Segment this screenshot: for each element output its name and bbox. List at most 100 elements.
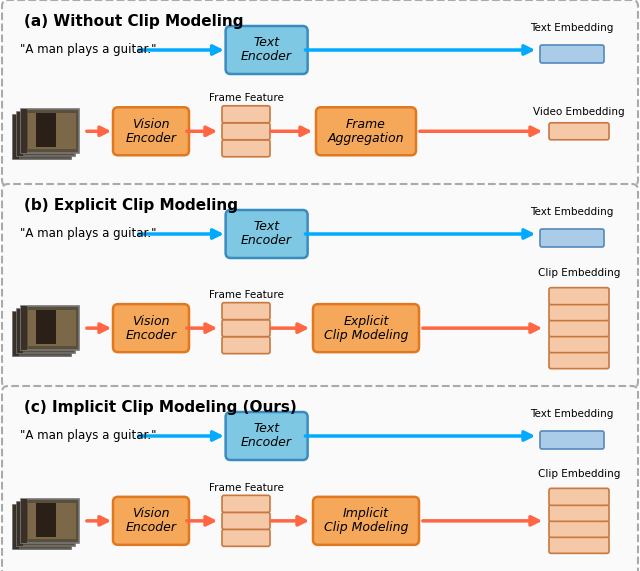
- FancyBboxPatch shape: [17, 502, 75, 546]
- FancyBboxPatch shape: [313, 497, 419, 545]
- FancyBboxPatch shape: [32, 506, 52, 540]
- FancyBboxPatch shape: [549, 520, 609, 537]
- FancyBboxPatch shape: [540, 45, 604, 63]
- FancyBboxPatch shape: [549, 304, 609, 321]
- Text: Explicit: Explicit: [343, 315, 388, 328]
- FancyBboxPatch shape: [32, 313, 52, 347]
- Text: Frame Feature: Frame Feature: [209, 483, 284, 493]
- FancyBboxPatch shape: [17, 112, 23, 156]
- FancyBboxPatch shape: [28, 310, 76, 346]
- FancyBboxPatch shape: [17, 309, 75, 353]
- FancyBboxPatch shape: [17, 309, 23, 353]
- FancyBboxPatch shape: [222, 106, 270, 123]
- FancyBboxPatch shape: [21, 306, 79, 350]
- Text: Vision: Vision: [132, 315, 170, 328]
- FancyBboxPatch shape: [36, 113, 56, 147]
- FancyBboxPatch shape: [21, 306, 27, 350]
- Text: Encoder: Encoder: [241, 436, 292, 449]
- FancyBboxPatch shape: [21, 109, 79, 153]
- Text: "A man plays a guitar.": "A man plays a guitar.": [20, 43, 157, 57]
- FancyBboxPatch shape: [13, 312, 71, 356]
- Text: Encoder: Encoder: [125, 521, 177, 534]
- FancyBboxPatch shape: [24, 116, 72, 152]
- FancyBboxPatch shape: [549, 123, 609, 140]
- FancyBboxPatch shape: [113, 107, 189, 155]
- FancyBboxPatch shape: [20, 316, 68, 352]
- FancyBboxPatch shape: [222, 512, 270, 529]
- Text: Text Embedding: Text Embedding: [531, 409, 614, 419]
- FancyBboxPatch shape: [20, 119, 68, 155]
- FancyBboxPatch shape: [226, 412, 308, 460]
- Text: Frame Feature: Frame Feature: [209, 93, 284, 103]
- FancyBboxPatch shape: [113, 304, 189, 352]
- FancyBboxPatch shape: [32, 116, 52, 150]
- FancyBboxPatch shape: [28, 503, 76, 539]
- FancyBboxPatch shape: [222, 140, 270, 157]
- FancyBboxPatch shape: [13, 505, 19, 549]
- Text: Clip Modeling: Clip Modeling: [324, 329, 408, 341]
- FancyBboxPatch shape: [13, 115, 71, 159]
- FancyBboxPatch shape: [222, 529, 270, 546]
- Text: Clip Embedding: Clip Embedding: [538, 268, 620, 278]
- FancyBboxPatch shape: [28, 316, 48, 350]
- FancyBboxPatch shape: [20, 509, 68, 545]
- FancyBboxPatch shape: [36, 503, 56, 537]
- FancyBboxPatch shape: [28, 509, 48, 543]
- FancyBboxPatch shape: [226, 210, 308, 258]
- FancyBboxPatch shape: [222, 303, 270, 320]
- FancyBboxPatch shape: [2, 184, 638, 388]
- FancyBboxPatch shape: [549, 488, 609, 505]
- FancyBboxPatch shape: [313, 304, 419, 352]
- Text: Text: Text: [253, 37, 280, 50]
- FancyBboxPatch shape: [21, 499, 27, 543]
- FancyBboxPatch shape: [17, 112, 75, 156]
- FancyBboxPatch shape: [540, 431, 604, 449]
- Text: Implicit: Implicit: [343, 508, 389, 520]
- Text: Encoder: Encoder: [241, 50, 292, 63]
- FancyBboxPatch shape: [17, 502, 23, 546]
- FancyBboxPatch shape: [540, 229, 604, 247]
- FancyBboxPatch shape: [13, 115, 19, 159]
- FancyBboxPatch shape: [24, 506, 72, 542]
- FancyBboxPatch shape: [226, 26, 308, 74]
- Text: Text: Text: [253, 423, 280, 436]
- FancyBboxPatch shape: [13, 312, 19, 356]
- FancyBboxPatch shape: [316, 107, 416, 155]
- Text: Vision: Vision: [132, 118, 170, 131]
- Text: Clip Embedding: Clip Embedding: [538, 469, 620, 479]
- FancyBboxPatch shape: [28, 119, 48, 153]
- Text: Frame Feature: Frame Feature: [209, 290, 284, 300]
- FancyBboxPatch shape: [549, 336, 609, 353]
- FancyBboxPatch shape: [21, 109, 27, 153]
- Text: Text Embedding: Text Embedding: [531, 207, 614, 217]
- Text: Encoder: Encoder: [125, 329, 177, 341]
- FancyBboxPatch shape: [13, 505, 71, 549]
- FancyBboxPatch shape: [113, 497, 189, 545]
- Text: Text: Text: [253, 220, 280, 234]
- FancyBboxPatch shape: [549, 536, 609, 553]
- Text: Frame: Frame: [346, 118, 386, 131]
- Text: Encoder: Encoder: [241, 235, 292, 247]
- FancyBboxPatch shape: [28, 113, 76, 149]
- FancyBboxPatch shape: [549, 288, 609, 305]
- FancyBboxPatch shape: [21, 499, 79, 543]
- Text: (a) Without Clip Modeling: (a) Without Clip Modeling: [24, 14, 243, 29]
- Text: Vision: Vision: [132, 508, 170, 520]
- FancyBboxPatch shape: [24, 313, 72, 349]
- FancyBboxPatch shape: [2, 386, 638, 571]
- Text: (c) Implicit Clip Modeling (Ours): (c) Implicit Clip Modeling (Ours): [24, 400, 297, 415]
- Text: Text Embedding: Text Embedding: [531, 23, 614, 33]
- Text: Aggregation: Aggregation: [328, 132, 404, 145]
- Text: "A man plays a guitar.": "A man plays a guitar.": [20, 227, 157, 240]
- Text: Video Embedding: Video Embedding: [533, 107, 625, 117]
- FancyBboxPatch shape: [222, 337, 270, 353]
- FancyBboxPatch shape: [549, 504, 609, 521]
- FancyBboxPatch shape: [36, 310, 56, 344]
- FancyBboxPatch shape: [222, 496, 270, 512]
- FancyBboxPatch shape: [549, 320, 609, 337]
- FancyBboxPatch shape: [2, 0, 638, 186]
- FancyBboxPatch shape: [222, 320, 270, 337]
- Text: Encoder: Encoder: [125, 132, 177, 145]
- Text: Clip Modeling: Clip Modeling: [324, 521, 408, 534]
- Text: (b) Explicit Clip Modeling: (b) Explicit Clip Modeling: [24, 198, 238, 213]
